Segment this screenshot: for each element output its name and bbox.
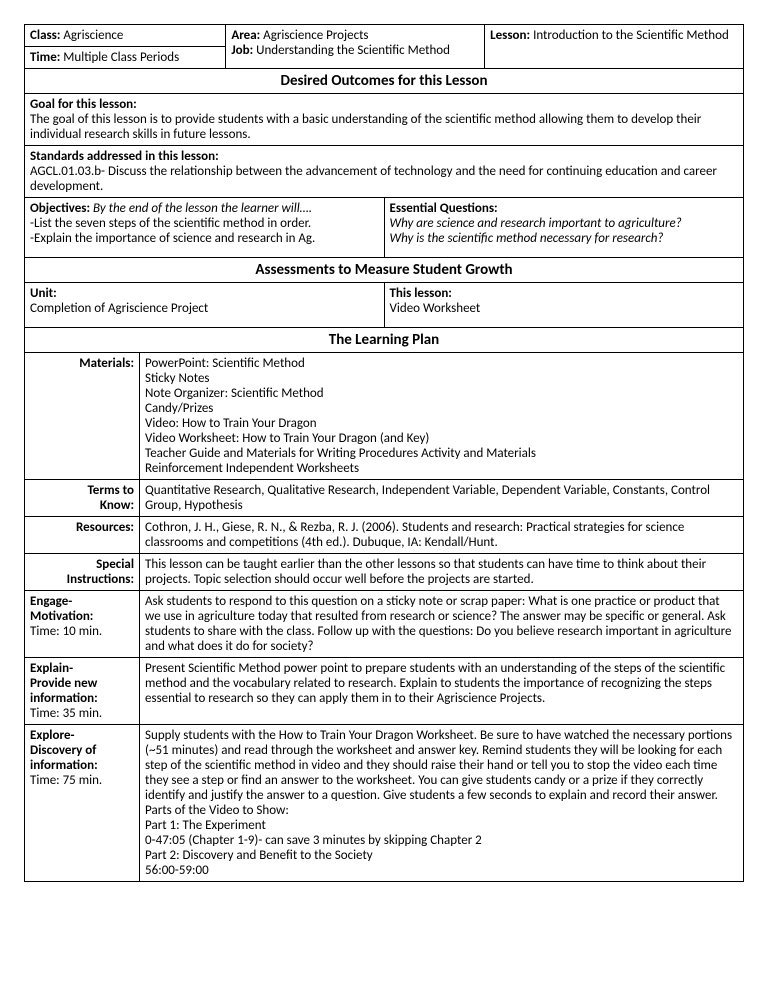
- unit-label: Unit:: [30, 286, 57, 301]
- special-label: Special Instructions:: [25, 554, 140, 591]
- eq-2: Why is the scientific method necessary f…: [390, 231, 664, 246]
- material-7: Teacher Guide and Materials for Writing …: [145, 446, 536, 461]
- goal-text: The goal of this lesson is to provide st…: [30, 112, 701, 142]
- goal-label: Goal for this lesson:: [30, 97, 137, 112]
- explore-p2: Parts of the Video to Show:: [145, 803, 289, 818]
- time-value: Multiple Class Periods: [63, 50, 179, 65]
- assessments-table: Assessments to Measure Student Growth Un…: [24, 257, 744, 328]
- lesson-label: Lesson:: [490, 28, 530, 43]
- engage-label-1: Engage-: [30, 594, 72, 609]
- explore-label-3: information:: [30, 758, 98, 773]
- material-5: Video: How to Train Your Dragon: [145, 416, 317, 431]
- class-cell: Class: Agriscience: [25, 25, 226, 47]
- resources-label: Resources:: [25, 517, 140, 554]
- outcomes-title: Desired Outcomes for this Lesson: [25, 69, 744, 94]
- materials-cell: PowerPoint: Scientific Method Sticky Not…: [140, 353, 744, 480]
- outcomes-table: Desired Outcomes for this Lesson Goal fo…: [24, 68, 744, 258]
- time-cell: Time: Multiple Class Periods: [25, 47, 226, 69]
- terms-label-2: Know:: [100, 498, 134, 513]
- explore-label-1: Explore-: [30, 728, 74, 743]
- objectives-cell: Objectives: By the end of the lesson the…: [25, 198, 385, 258]
- explain-label-1: Explain-: [30, 661, 73, 676]
- area-label: Area:: [231, 28, 260, 43]
- area-value: Agriscience Projects: [263, 28, 368, 43]
- assessments-title: Assessments to Measure Student Growth: [25, 258, 744, 283]
- explore-p4: 0-47:05 (Chapter 1-9)- can save 3 minute…: [145, 833, 482, 848]
- terms-label-1: Terms to: [87, 483, 134, 498]
- explain-time: Time: 35 min.: [30, 706, 102, 721]
- engage-label-2: Motivation:: [30, 609, 93, 624]
- standards-cell: Standards addressed in this lesson: AGCL…: [25, 146, 744, 198]
- engage-time: Time: 10 min.: [30, 624, 102, 639]
- terms-value: Quantitative Research, Qualitative Resea…: [140, 480, 744, 517]
- explore-cell: Supply students with the How to Train Yo…: [140, 725, 744, 882]
- eq-cell: Essential Questions: Why are science and…: [384, 198, 744, 258]
- unit-cell: Unit: Completion of Agriscience Project: [25, 283, 385, 328]
- objective-2: -Explain the importance of science and r…: [30, 231, 315, 246]
- class-value: Agriscience: [63, 28, 123, 43]
- area-job-cell: Area: Agriscience Projects Job: Understa…: [226, 25, 485, 69]
- material-2: Sticky Notes: [145, 371, 209, 386]
- job-label: Job:: [231, 43, 253, 58]
- material-8: Reinforcement Independent Worksheets: [145, 461, 359, 476]
- explore-p5: Part 2: Discovery and Benefit to the Soc…: [145, 848, 373, 863]
- time-label: Time:: [30, 50, 60, 65]
- explore-label-2: Discovery of: [30, 743, 96, 758]
- job-value: Understanding the Scientific Method: [256, 43, 450, 58]
- lesson-value: Introduction to the Scientific Method: [533, 28, 729, 43]
- special-label-2: Instructions:: [67, 572, 134, 587]
- explain-label-2: Provide new: [30, 676, 97, 691]
- eq-1: Why are science and research important t…: [390, 216, 682, 231]
- engage-value: Ask students to respond to this question…: [140, 591, 744, 658]
- objectives-intro: By the end of the lesson the learner wil…: [93, 201, 312, 216]
- explain-value: Present Scientific Method power point to…: [140, 658, 744, 725]
- eq-label: Essential Questions:: [390, 201, 498, 216]
- explain-label-3: information:: [30, 691, 98, 706]
- objectives-label: Objectives:: [30, 201, 90, 216]
- header-table: Class: Agriscience Area: Agriscience Pro…: [24, 24, 744, 69]
- engage-label: Engage- Motivation: Time: 10 min.: [25, 591, 140, 658]
- special-label-1: Special: [96, 557, 134, 572]
- explore-time: Time: 75 min.: [30, 773, 102, 788]
- this-lesson-label: This lesson:: [390, 286, 452, 301]
- class-label: Class:: [30, 28, 60, 43]
- standards-text: AGCL.01.03.b- Discuss the relationship b…: [30, 164, 717, 194]
- special-value: This lesson can be taught earlier than t…: [140, 554, 744, 591]
- materials-label: Materials:: [25, 353, 140, 480]
- material-3: Note Organizer: Scientific Method: [145, 386, 324, 401]
- explore-label: Explore- Discovery of information: Time:…: [25, 725, 140, 882]
- standards-label: Standards addressed in this lesson:: [30, 149, 219, 164]
- objective-1: -List the seven steps of the scientific …: [30, 216, 311, 231]
- resources-value: Cothron, J. H., Giese, R. N., & Rezba, R…: [140, 517, 744, 554]
- lesson-cell: Lesson: Introduction to the Scientific M…: [485, 25, 744, 69]
- this-lesson-cell: This lesson: Video Worksheet: [384, 283, 744, 328]
- plan-title: The Learning Plan: [25, 328, 744, 353]
- this-lesson-value: Video Worksheet: [390, 301, 481, 316]
- terms-label: Terms to Know:: [25, 480, 140, 517]
- explore-p3: Part 1: The Experiment: [145, 818, 266, 833]
- material-1: PowerPoint: Scientific Method: [145, 356, 305, 371]
- explore-p6: 56:00-59:00: [145, 863, 209, 878]
- unit-value: Completion of Agriscience Project: [30, 301, 208, 316]
- material-4: Candy/Prizes: [145, 401, 213, 416]
- explore-p1: Supply students with the How to Train Yo…: [145, 728, 732, 803]
- material-6: Video Worksheet: How to Train Your Drago…: [145, 431, 429, 446]
- plan-table: The Learning Plan Materials: PowerPoint:…: [24, 327, 744, 882]
- explain-label: Explain- Provide new information: Time: …: [25, 658, 140, 725]
- goal-cell: Goal for this lesson: The goal of this l…: [25, 94, 744, 146]
